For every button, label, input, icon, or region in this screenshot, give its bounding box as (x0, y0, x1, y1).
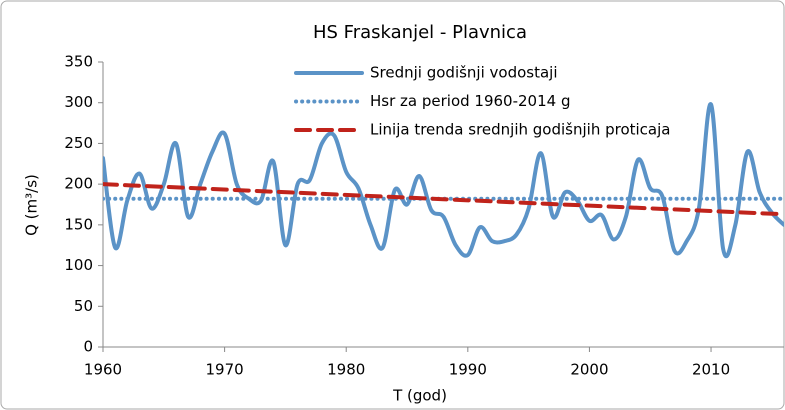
legend-label: Hsr za period 1960-2014 g (370, 92, 570, 110)
y-tick-label: 300 (64, 93, 93, 111)
y-tick-label: 200 (64, 175, 93, 193)
x-tick-label: 1970 (206, 361, 244, 379)
legend-label: Linija trenda srednjih godišnjih protica… (370, 121, 670, 139)
y-tick-label: 100 (64, 256, 93, 274)
series-line (103, 182, 784, 217)
chart-title: HS Fraskanjel - Plavnica (313, 22, 527, 43)
y-tick-label: 50 (74, 297, 93, 315)
x-axis-label: T (god) (392, 387, 447, 405)
y-tick-label: 0 (83, 338, 93, 356)
x-tick-label: 2000 (570, 361, 608, 379)
x-tick-label: 1990 (449, 361, 487, 379)
y-axis-label: Q (m³/s) (23, 174, 41, 236)
series-line (103, 102, 784, 259)
legend-label: Srednji godišnji vodostaji (370, 64, 558, 82)
y-tick-label: 250 (64, 134, 93, 152)
x-tick-label: 1960 (84, 361, 122, 379)
y-tick-label: 150 (64, 215, 93, 233)
y-tick-label: 350 (64, 53, 93, 71)
x-tick-label: 1980 (327, 361, 365, 379)
x-tick-label: 2010 (692, 361, 730, 379)
